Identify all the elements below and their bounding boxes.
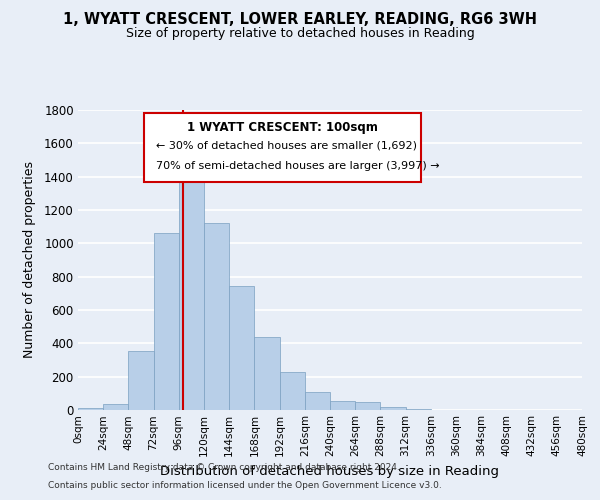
Y-axis label: Number of detached properties: Number of detached properties (23, 162, 36, 358)
Bar (204, 224, 229, 410)
Bar (154, 234, 179, 410)
Text: 70% of semi-detached houses are larger (3,997) →: 70% of semi-detached houses are larger (… (156, 161, 440, 171)
Text: Contains HM Land Registry data © Crown copyright and database right 2024.: Contains HM Land Registry data © Crown c… (48, 464, 400, 472)
Text: ← 30% of detached houses are smaller (1,692): ← 30% of detached houses are smaller (1,… (156, 140, 417, 150)
Bar (355, 402, 380, 410)
Bar (330, 401, 355, 410)
Text: 1 WYATT CRESCENT: 100sqm: 1 WYATT CRESCENT: 100sqm (187, 120, 377, 134)
Bar (305, 392, 330, 410)
Bar (406, 409, 431, 410)
Bar (103, 404, 128, 410)
Text: Size of property relative to detached houses in Reading: Size of property relative to detached ho… (125, 28, 475, 40)
Bar (380, 406, 406, 410)
Bar (128, 351, 154, 410)
X-axis label: Distribution of detached houses by size in Reading: Distribution of detached houses by size … (161, 464, 499, 477)
Text: 1, WYATT CRESCENT, LOWER EARLEY, READING, RG6 3WH: 1, WYATT CRESCENT, LOWER EARLEY, READING… (63, 12, 537, 28)
Bar (280, 372, 305, 410)
FancyBboxPatch shape (143, 113, 421, 182)
Bar (229, 286, 254, 410)
Text: Contains public sector information licensed under the Open Government Licence v3: Contains public sector information licen… (48, 481, 442, 490)
Bar (179, 165, 204, 410)
Bar (254, 336, 280, 410)
Bar (78, 408, 103, 410)
